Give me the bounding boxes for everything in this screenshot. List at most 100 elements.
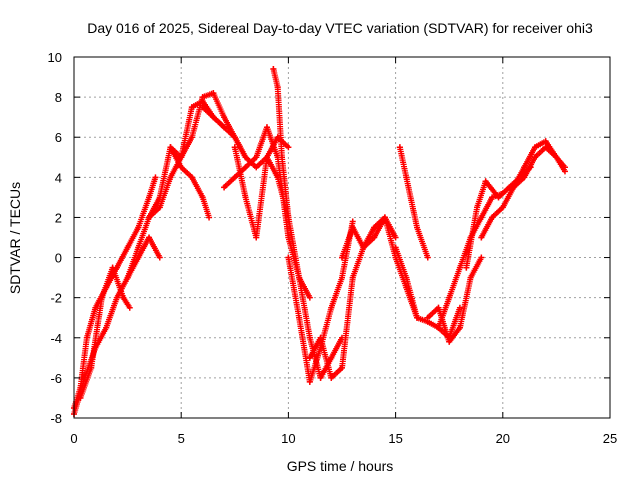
data-point xyxy=(521,174,528,181)
data-point xyxy=(296,274,303,281)
x-tick-label: 15 xyxy=(388,431,402,446)
data-point xyxy=(210,90,217,97)
series-markers xyxy=(270,66,344,381)
data-point xyxy=(482,178,489,185)
data-point xyxy=(206,214,213,221)
data-point xyxy=(199,194,206,201)
data-point xyxy=(188,174,195,181)
series-markers xyxy=(510,144,567,191)
data-point xyxy=(199,104,206,111)
series-arc-10 xyxy=(270,66,345,381)
x-tick-label: 25 xyxy=(603,431,617,446)
data-point xyxy=(478,234,485,241)
series-arc-16 xyxy=(424,254,485,345)
data-point xyxy=(242,154,249,161)
data-point xyxy=(446,294,453,301)
series-layer xyxy=(71,66,568,417)
data-point xyxy=(156,194,163,201)
data-point xyxy=(98,294,105,301)
data-point xyxy=(253,154,260,161)
data-point xyxy=(349,218,356,225)
data-point xyxy=(152,174,159,181)
series-arc-13 xyxy=(339,214,421,321)
data-point xyxy=(521,164,528,171)
data-point xyxy=(210,114,217,121)
data-point xyxy=(478,214,485,221)
data-point xyxy=(88,364,95,371)
data-point xyxy=(296,314,303,321)
data-point xyxy=(499,204,506,211)
data-point xyxy=(146,234,153,241)
data-point xyxy=(414,224,421,231)
data-point xyxy=(231,144,238,151)
data-point xyxy=(109,264,116,271)
data-point xyxy=(120,294,127,301)
data-point xyxy=(317,334,324,341)
series-arc-11 xyxy=(285,218,356,385)
data-point xyxy=(124,274,131,281)
series-markers xyxy=(396,144,430,259)
data-point xyxy=(146,214,153,221)
data-point xyxy=(435,304,442,311)
data-point xyxy=(542,144,549,151)
data-point xyxy=(103,324,110,331)
chart-title: Day 016 of 2025, Sidereal Day-to-day VTE… xyxy=(87,20,593,36)
data-point xyxy=(392,244,399,251)
data-point xyxy=(371,234,378,241)
data-point xyxy=(285,214,292,221)
data-point xyxy=(531,144,538,151)
series-arc-14 xyxy=(396,144,431,261)
data-point xyxy=(146,194,153,201)
y-tick-label: 2 xyxy=(55,210,62,225)
data-point xyxy=(278,154,285,161)
data-point xyxy=(242,194,249,201)
data-point xyxy=(489,214,496,221)
data-point xyxy=(83,334,90,341)
data-point xyxy=(328,374,335,381)
data-point xyxy=(77,394,84,401)
x-tick-label: 10 xyxy=(281,431,295,446)
data-point xyxy=(396,144,403,151)
data-point xyxy=(270,66,277,73)
data-point xyxy=(135,224,142,231)
y-tick-label: -6 xyxy=(50,371,62,386)
data-point xyxy=(231,174,238,181)
data-point xyxy=(463,264,470,271)
data-point xyxy=(274,174,281,181)
data-point xyxy=(561,164,568,171)
data-point xyxy=(167,174,174,181)
y-tick-label: 6 xyxy=(55,130,62,145)
data-point xyxy=(424,314,431,321)
data-point xyxy=(424,254,431,261)
data-point xyxy=(474,204,481,211)
data-point xyxy=(495,194,502,201)
data-point xyxy=(414,314,421,321)
y-axis-label: SDTVAR / TECUs xyxy=(7,182,23,294)
data-point xyxy=(446,338,453,345)
data-point xyxy=(467,274,474,281)
data-point xyxy=(328,354,335,361)
data-point xyxy=(126,304,133,311)
data-point xyxy=(542,138,549,145)
x-axis-label: GPS time / hours xyxy=(287,458,394,474)
y-tick-label: -4 xyxy=(50,331,62,346)
data-point xyxy=(456,324,463,331)
data-point xyxy=(135,244,142,251)
data-point xyxy=(456,304,463,311)
y-tick-label: 0 xyxy=(55,251,62,266)
data-point xyxy=(306,354,313,361)
x-tick-label: 5 xyxy=(178,431,185,446)
data-point xyxy=(263,154,270,161)
data-point xyxy=(403,274,410,281)
data-point xyxy=(339,254,345,261)
data-point xyxy=(403,174,410,181)
data-point xyxy=(306,378,313,385)
data-point xyxy=(221,114,228,121)
data-point xyxy=(253,164,260,171)
data-point xyxy=(339,364,345,371)
data-point xyxy=(456,264,463,271)
data-point xyxy=(285,234,292,241)
data-point xyxy=(285,254,292,261)
data-point xyxy=(178,164,185,171)
data-point xyxy=(489,194,496,201)
